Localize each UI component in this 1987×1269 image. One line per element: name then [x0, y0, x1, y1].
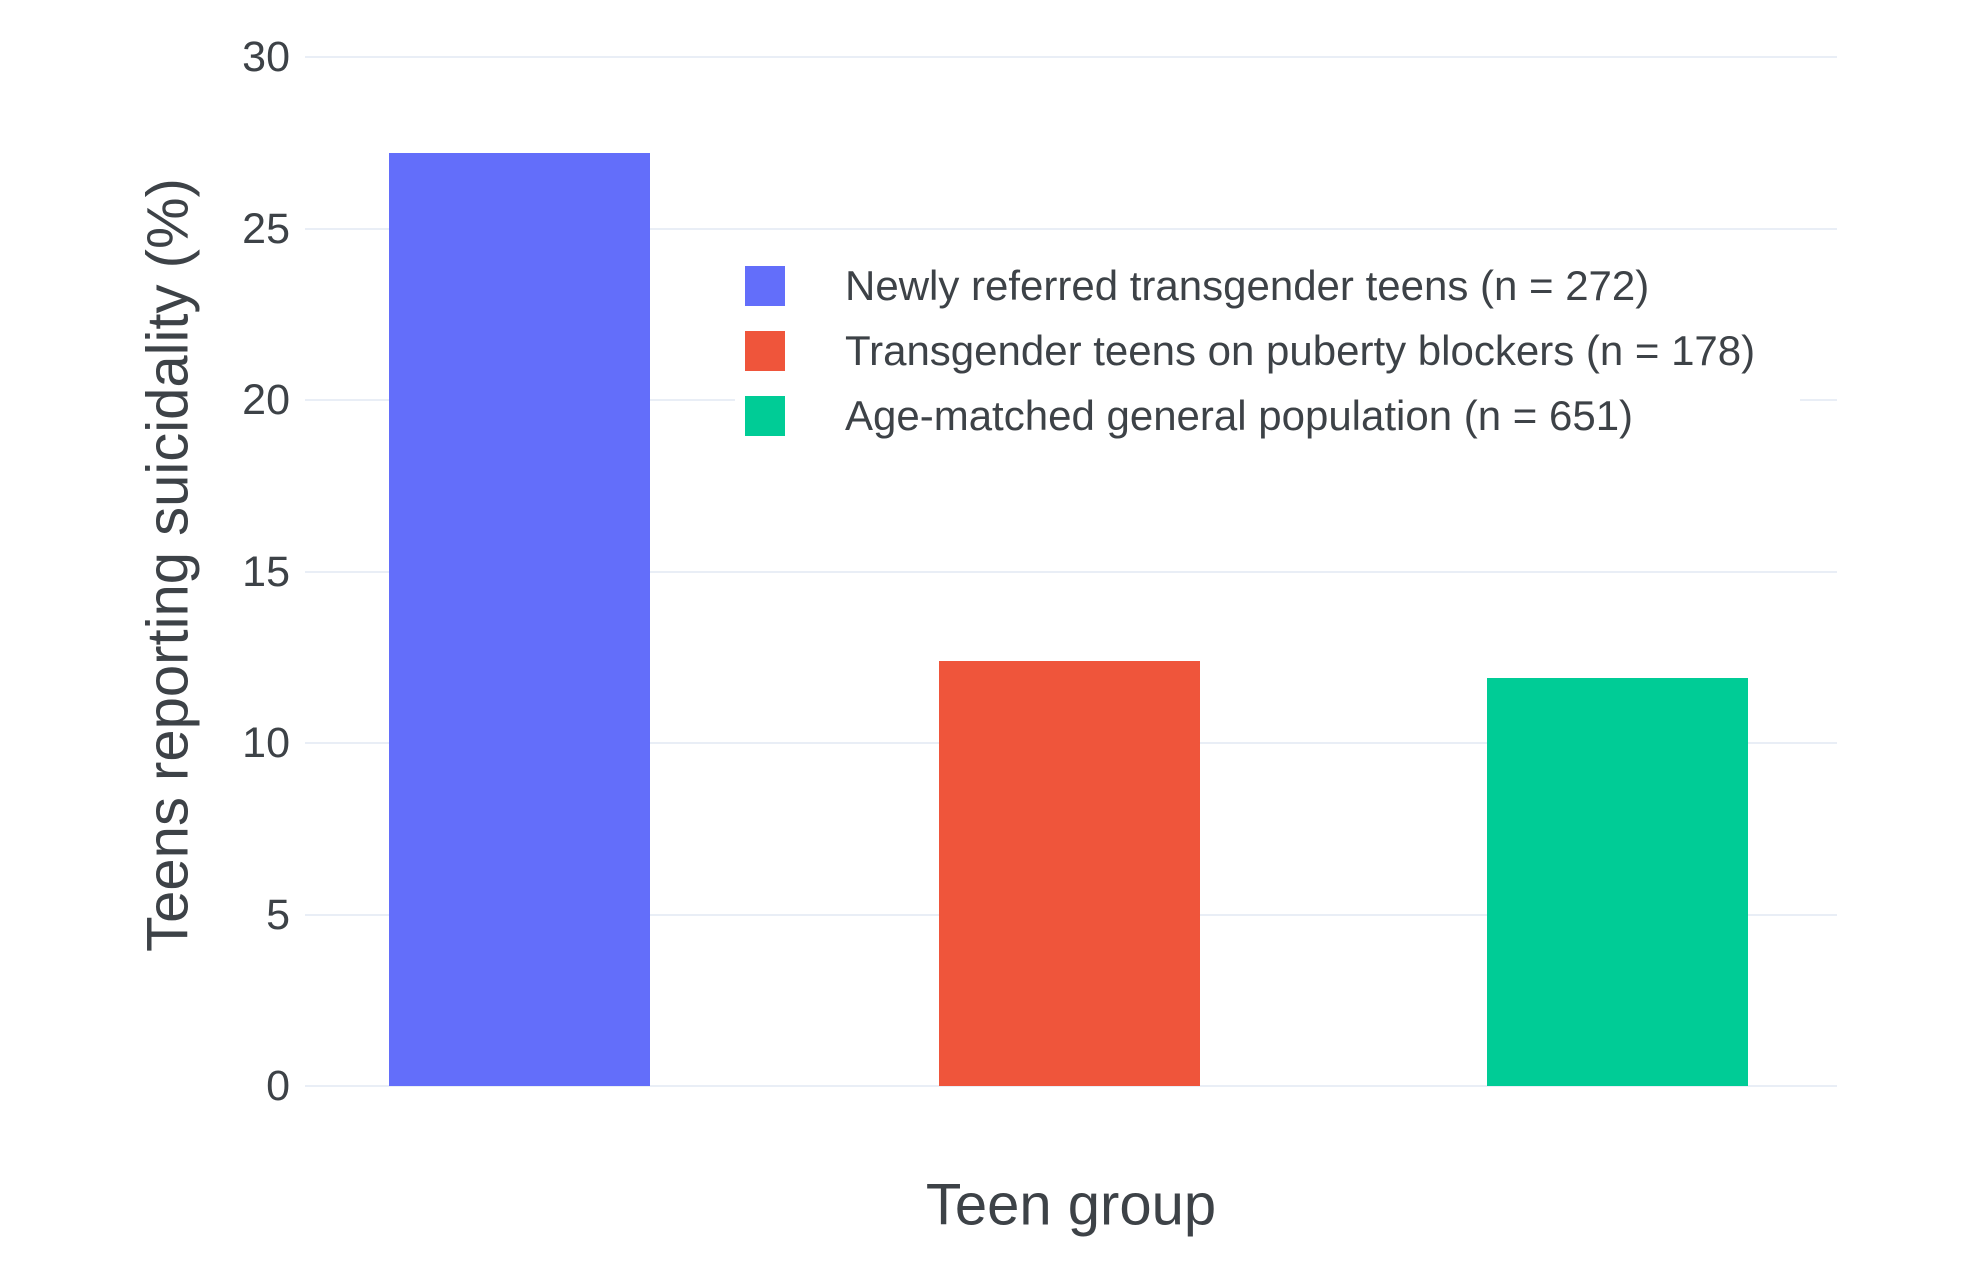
legend-item-1[interactable]: Transgender teens on puberty blockers (n…: [745, 318, 1755, 383]
legend-swatch-icon: [745, 265, 785, 306]
gridline-y-25: [305, 227, 1837, 230]
bar-0[interactable]: [389, 153, 650, 1086]
legend-swatch-icon: [745, 395, 785, 436]
bar-1[interactable]: [939, 661, 1200, 1086]
legend-label: Age-matched general population (n = 651): [845, 391, 1634, 439]
y-tick-label-20: 20: [242, 376, 290, 424]
y-tick-label-0: 0: [266, 1062, 290, 1110]
bar-2[interactable]: [1487, 678, 1748, 1086]
legend-label: Transgender teens on puberty blockers (n…: [845, 326, 1756, 374]
gridline-y-0: [305, 1085, 1837, 1087]
y-tick-label-5: 5: [266, 890, 290, 939]
legend-item-0[interactable]: Newly referred transgender teens (n = 27…: [745, 253, 1755, 318]
x-axis-title: Teen group: [925, 1172, 1217, 1238]
legend: Newly referred transgender teens (n = 27…: [735, 243, 1801, 458]
y-tick-label-25: 25: [242, 204, 290, 253]
plot-area: [305, 45, 1837, 1087]
y-tick-label-10: 10: [242, 719, 290, 767]
legend-label: Newly referred transgender teens (n = 27…: [845, 261, 1650, 309]
gridline-y-30: [305, 56, 1837, 58]
y-tick-label-15: 15: [242, 547, 290, 596]
legend-item-2[interactable]: Age-matched general population (n = 651): [745, 383, 1755, 448]
legend-swatch-icon: [745, 330, 785, 371]
y-tick-label-30: 30: [242, 33, 290, 81]
gridline-y-15: [305, 570, 1837, 573]
